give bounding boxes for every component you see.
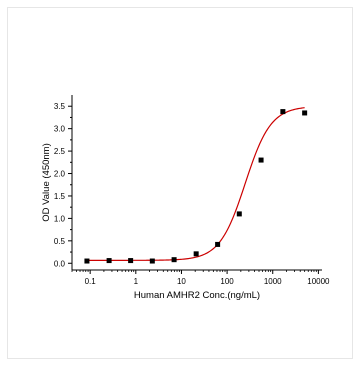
data-points	[84, 109, 308, 264]
x-tick-label: 0.1	[85, 277, 97, 286]
x-axis-title: Human AMHR2 Conc.(ng/mL)	[134, 290, 260, 301]
y-tick-label: 2.5	[54, 147, 66, 156]
data-point	[106, 258, 112, 264]
x-tick-label: 1000	[264, 277, 282, 286]
y-tick-label: 3.5	[54, 102, 66, 111]
x-tick-label: 100	[220, 277, 234, 286]
data-point	[236, 211, 242, 217]
data-point	[258, 157, 264, 163]
data-point	[84, 258, 90, 264]
fit-curve	[86, 107, 305, 261]
y-axis-title: OD Value (450nm)	[41, 143, 52, 222]
data-point	[128, 258, 134, 264]
chart-frame	[7, 7, 353, 359]
axes	[71, 95, 322, 271]
y-tick-label: 3.0	[54, 125, 66, 134]
y-ticks: 0.0 0.5 1.0 1.5 2.0 2.5 3.0 3.5	[54, 102, 72, 268]
data-point	[215, 241, 221, 247]
y-tick-label: 1.0	[54, 214, 66, 223]
data-point	[280, 109, 286, 115]
x-tick-label: 10	[177, 277, 186, 286]
data-point	[171, 257, 177, 263]
y-tick-label: 1.5	[54, 192, 66, 201]
x-ticks: 0.1 1 10 100 1000 10000	[71, 270, 330, 286]
y-tick-label: 0.0	[54, 259, 66, 268]
data-point	[149, 258, 155, 264]
y-tick-label: 0.5	[54, 237, 66, 246]
x-tick-label: 10000	[307, 277, 330, 286]
data-point	[302, 110, 308, 116]
x-tick-label: 1	[134, 277, 139, 286]
data-point	[193, 251, 199, 257]
y-tick-label: 2.0	[54, 170, 66, 179]
